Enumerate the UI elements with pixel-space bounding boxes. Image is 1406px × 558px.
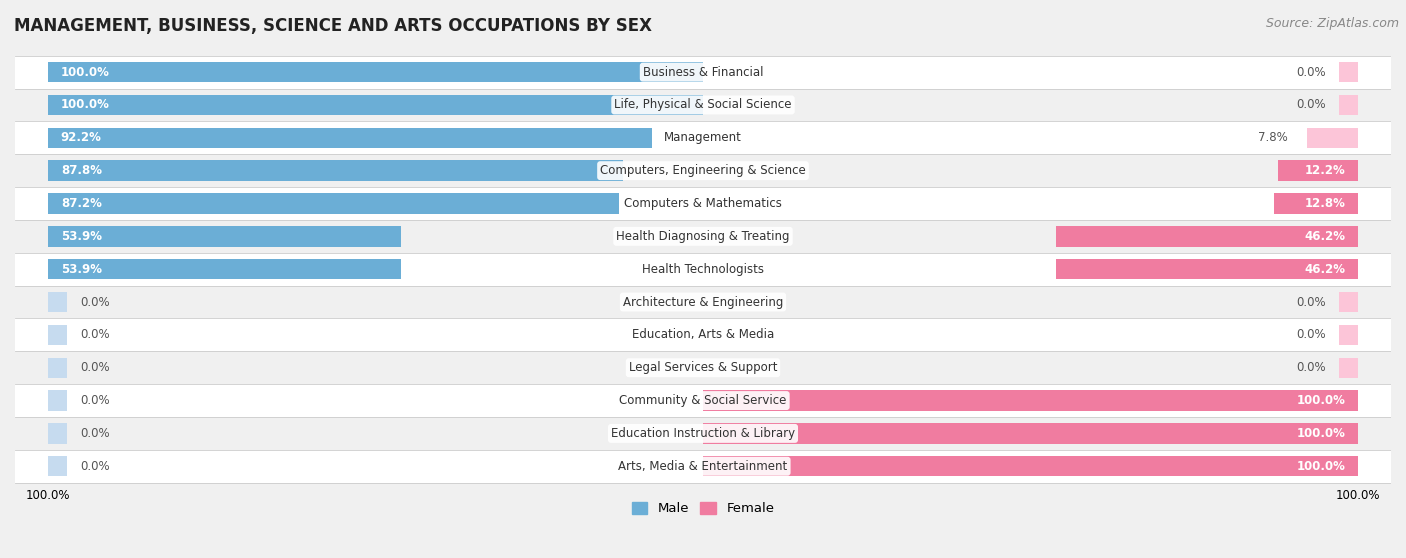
Bar (48, 95, 703, 115)
Text: 7.8%: 7.8% (1258, 131, 1288, 145)
Bar (15, 286, 1391, 319)
Text: 100.0%: 100.0% (60, 66, 110, 79)
Bar (703, 456, 1358, 477)
Bar (48, 62, 703, 83)
Bar (15, 89, 1391, 122)
Bar (48, 259, 401, 280)
Text: 46.2%: 46.2% (1305, 263, 1346, 276)
Text: 0.0%: 0.0% (80, 296, 110, 309)
Bar (15, 384, 1391, 417)
Text: Life, Physical & Social Science: Life, Physical & Social Science (614, 98, 792, 112)
Bar (1278, 161, 1358, 181)
Text: 0.0%: 0.0% (80, 328, 110, 341)
Bar (15, 154, 1391, 187)
Text: Computers, Engineering & Science: Computers, Engineering & Science (600, 164, 806, 177)
Bar (15, 352, 1391, 384)
Bar (1339, 358, 1358, 378)
Text: Education, Arts & Media: Education, Arts & Media (631, 328, 775, 341)
Text: 0.0%: 0.0% (80, 361, 110, 374)
Text: 0.0%: 0.0% (1296, 98, 1326, 112)
Text: 0.0%: 0.0% (1296, 361, 1326, 374)
Bar (48, 161, 623, 181)
Bar (1339, 325, 1358, 345)
Text: Computers & Mathematics: Computers & Mathematics (624, 197, 782, 210)
Bar (15, 253, 1391, 286)
Text: Health Technologists: Health Technologists (643, 263, 763, 276)
Text: MANAGEMENT, BUSINESS, SCIENCE AND ARTS OCCUPATIONS BY SEX: MANAGEMENT, BUSINESS, SCIENCE AND ARTS O… (14, 17, 652, 35)
Text: 0.0%: 0.0% (1296, 328, 1326, 341)
Bar (15, 187, 1391, 220)
Bar (1056, 226, 1358, 247)
Text: 53.9%: 53.9% (60, 230, 101, 243)
Bar (1056, 259, 1358, 280)
Text: 46.2%: 46.2% (1305, 230, 1346, 243)
Text: Education Instruction & Library: Education Instruction & Library (612, 427, 794, 440)
Bar (48, 325, 67, 345)
Bar (48, 292, 67, 312)
Text: Health Diagnosing & Treating: Health Diagnosing & Treating (616, 230, 790, 243)
Text: 87.8%: 87.8% (60, 164, 101, 177)
Bar (1308, 128, 1358, 148)
Bar (15, 450, 1391, 483)
Text: Architecture & Engineering: Architecture & Engineering (623, 296, 783, 309)
Text: 0.0%: 0.0% (80, 394, 110, 407)
Text: 100.0%: 100.0% (1296, 427, 1346, 440)
Bar (48, 456, 67, 477)
Text: 92.2%: 92.2% (60, 131, 101, 145)
Text: Business & Financial: Business & Financial (643, 66, 763, 79)
Text: 0.0%: 0.0% (1296, 66, 1326, 79)
Text: 12.8%: 12.8% (1305, 197, 1346, 210)
Bar (15, 56, 1391, 89)
Bar (48, 358, 67, 378)
Bar (15, 319, 1391, 352)
Bar (703, 423, 1358, 444)
Bar (15, 122, 1391, 154)
Bar (1339, 95, 1358, 115)
Text: 0.0%: 0.0% (80, 427, 110, 440)
Bar (15, 417, 1391, 450)
Text: Community & Social Service: Community & Social Service (619, 394, 787, 407)
Bar (48, 128, 652, 148)
Text: 100.0%: 100.0% (1296, 394, 1346, 407)
Bar (48, 423, 67, 444)
Text: 53.9%: 53.9% (60, 263, 101, 276)
Bar (1339, 292, 1358, 312)
Text: 0.0%: 0.0% (1296, 296, 1326, 309)
Text: 12.2%: 12.2% (1305, 164, 1346, 177)
Text: 0.0%: 0.0% (80, 460, 110, 473)
Text: 100.0%: 100.0% (60, 98, 110, 112)
Text: Legal Services & Support: Legal Services & Support (628, 361, 778, 374)
Text: 87.2%: 87.2% (60, 197, 101, 210)
Bar (1339, 62, 1358, 83)
Text: 100.0%: 100.0% (1296, 460, 1346, 473)
Legend: Male, Female: Male, Female (626, 497, 780, 521)
Bar (48, 226, 401, 247)
Text: Source: ZipAtlas.com: Source: ZipAtlas.com (1265, 17, 1399, 30)
Text: Management: Management (664, 131, 742, 145)
Bar (48, 193, 619, 214)
Text: Arts, Media & Entertainment: Arts, Media & Entertainment (619, 460, 787, 473)
Bar (703, 391, 1358, 411)
Bar (1274, 193, 1358, 214)
Bar (15, 220, 1391, 253)
Bar (48, 391, 67, 411)
